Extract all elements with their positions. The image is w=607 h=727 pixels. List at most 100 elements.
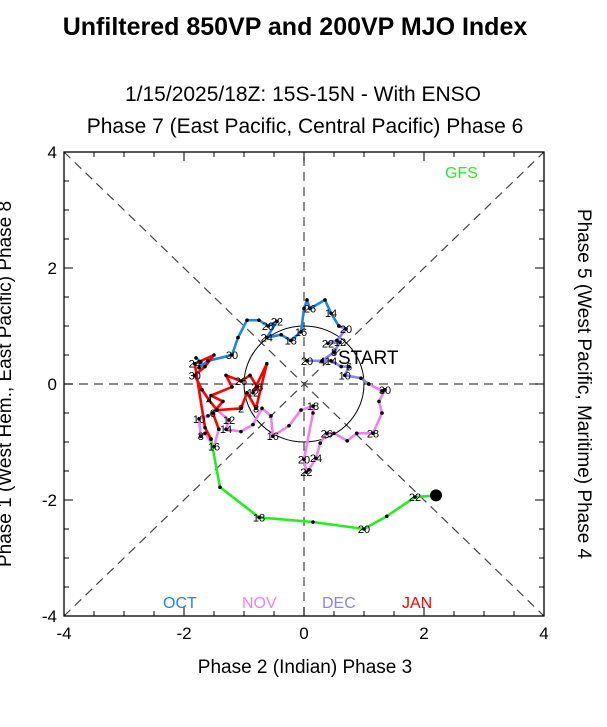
day-label: 12 bbox=[223, 415, 235, 427]
data-point bbox=[308, 306, 312, 311]
data-point bbox=[197, 365, 201, 370]
top-axis-label: Phase 7 (East Pacific, Central Pacific) … bbox=[87, 115, 524, 138]
data-point bbox=[332, 350, 336, 354]
day-label: 16 bbox=[267, 431, 279, 443]
data-point bbox=[203, 425, 207, 430]
data-point bbox=[218, 485, 222, 490]
unit-circle bbox=[243, 325, 365, 443]
x-tick-label: 2 bbox=[419, 624, 428, 643]
data-point bbox=[299, 330, 303, 334]
data-point bbox=[329, 311, 333, 316]
x-tick-label: -4 bbox=[56, 624, 71, 643]
data-point bbox=[380, 411, 384, 415]
legend-jan: JAN bbox=[402, 595, 432, 612]
legend-nov: NOV bbox=[242, 595, 277, 612]
day-label: 22 bbox=[271, 316, 283, 328]
day-label: 20 bbox=[340, 324, 352, 336]
day-label: 6 bbox=[346, 362, 352, 374]
data-point bbox=[311, 404, 315, 408]
data-point bbox=[197, 417, 201, 421]
data-point bbox=[209, 437, 213, 441]
data-point bbox=[289, 338, 293, 343]
data-point bbox=[338, 340, 342, 345]
data-point bbox=[257, 515, 261, 520]
data-point bbox=[355, 431, 359, 436]
day-label: 26 bbox=[235, 376, 247, 388]
data-point bbox=[248, 373, 252, 378]
data-point bbox=[271, 434, 275, 439]
day-label: 20 bbox=[358, 524, 370, 536]
data-point bbox=[230, 385, 234, 389]
data-point bbox=[251, 422, 255, 427]
data-point bbox=[299, 408, 303, 412]
data-point bbox=[318, 441, 323, 445]
data-point bbox=[337, 324, 341, 328]
data-point bbox=[347, 364, 351, 369]
forecast-end-marker bbox=[430, 489, 442, 502]
y-tick-label: -2 bbox=[42, 491, 57, 510]
day-label: 28 bbox=[262, 321, 274, 333]
data-point bbox=[311, 411, 315, 415]
data-point bbox=[236, 335, 240, 340]
data-point bbox=[377, 399, 381, 404]
day-label: 26 bbox=[321, 428, 333, 440]
day-label: 8 bbox=[253, 403, 259, 415]
day-label: 18 bbox=[307, 401, 319, 413]
data-point bbox=[206, 359, 210, 363]
data-point bbox=[345, 439, 350, 443]
data-point bbox=[305, 298, 309, 302]
data-point bbox=[367, 382, 371, 386]
day-label: 12 bbox=[334, 337, 346, 349]
day-label: 8 bbox=[198, 431, 204, 443]
day-label: 26 bbox=[251, 382, 263, 394]
day-label: 26 bbox=[304, 304, 316, 316]
chart-subtitle: 1/15/2025/18Z: 15S-15N - With ENSO bbox=[125, 83, 481, 106]
data-point bbox=[329, 359, 333, 363]
data-point bbox=[326, 341, 330, 346]
data-point bbox=[203, 431, 207, 436]
day-label: 14 bbox=[220, 424, 232, 436]
data-point bbox=[380, 389, 384, 393]
day-label: 30 bbox=[189, 370, 201, 382]
legend-oct: OCT bbox=[163, 595, 197, 612]
day-label: 16 bbox=[295, 327, 307, 339]
data-point bbox=[343, 373, 347, 378]
chart-title: Unfiltered 850VP and 200VP MJO Index bbox=[63, 13, 528, 41]
day-label: 24 bbox=[189, 359, 201, 371]
data-point bbox=[193, 361, 197, 366]
day-label: 24 bbox=[261, 333, 273, 345]
data-point bbox=[325, 431, 329, 436]
left-axis-label: Phase 1 (West Hem., East Pacific) Phase … bbox=[0, 201, 16, 567]
day-label: 20 bbox=[298, 454, 310, 466]
data-point bbox=[194, 356, 198, 360]
data-point bbox=[207, 398, 211, 403]
data-point bbox=[302, 306, 306, 311]
data-point bbox=[212, 444, 216, 449]
data-point bbox=[265, 335, 269, 340]
day-label: 22 bbox=[322, 338, 334, 350]
day-label: 30 bbox=[226, 350, 238, 362]
data-point bbox=[335, 338, 339, 343]
data-point bbox=[227, 418, 231, 422]
day-label: 12 bbox=[247, 388, 259, 400]
day-label: 6 bbox=[210, 408, 216, 420]
data-point bbox=[254, 406, 258, 411]
data-point bbox=[257, 318, 261, 323]
data-point bbox=[221, 399, 225, 404]
data-point bbox=[209, 393, 213, 398]
day-label: 14 bbox=[325, 308, 337, 320]
day-label: 24 bbox=[310, 453, 322, 465]
forecast-label: GFS bbox=[445, 165, 478, 182]
x-tick-label: -2 bbox=[176, 624, 191, 643]
data-point bbox=[302, 457, 306, 462]
data-point bbox=[260, 406, 264, 411]
data-point bbox=[371, 431, 375, 436]
day-label: 28 bbox=[367, 428, 379, 440]
y-tick-label: 0 bbox=[48, 375, 57, 394]
day-label: 20 bbox=[301, 356, 313, 368]
day-label: 14 bbox=[325, 356, 337, 368]
data-point bbox=[230, 353, 234, 357]
data-point bbox=[211, 411, 215, 415]
